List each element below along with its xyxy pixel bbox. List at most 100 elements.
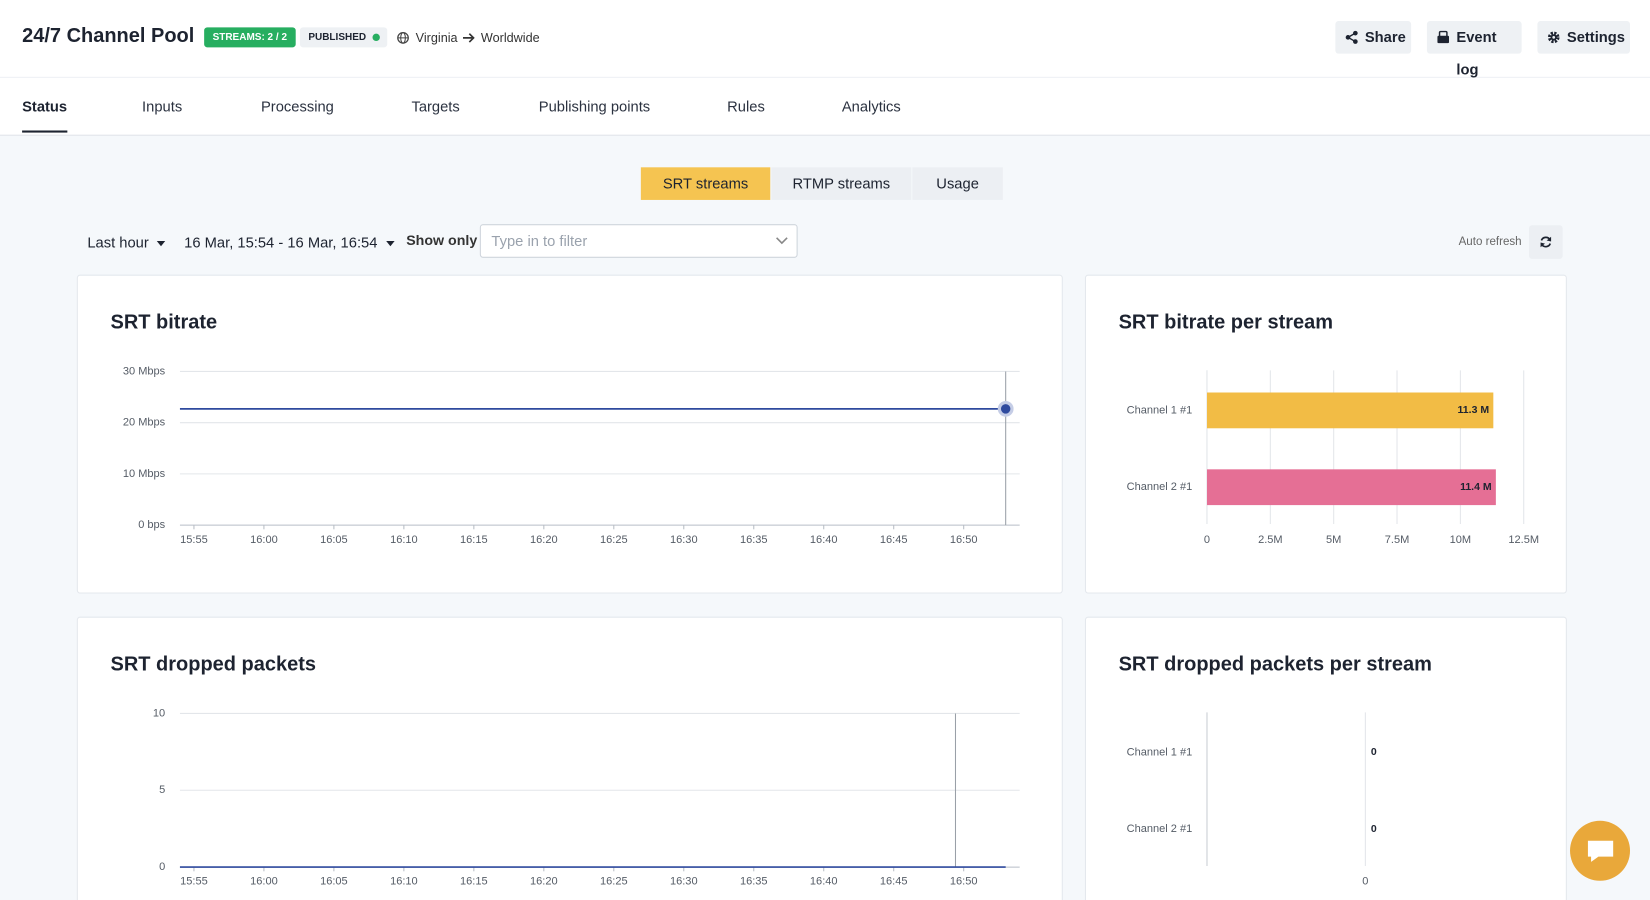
x-tick-label: 0 bbox=[1204, 534, 1210, 546]
subtab[interactable]: RTMP streams bbox=[771, 167, 912, 200]
value-label: 11.4 M bbox=[1460, 481, 1492, 493]
x-tick-label: 16:45 bbox=[880, 534, 908, 546]
tab[interactable]: Status bbox=[22, 97, 68, 133]
refresh-icon bbox=[1540, 236, 1552, 248]
x-tick-label: 16:10 bbox=[390, 876, 418, 888]
tab[interactable]: Rules bbox=[727, 97, 765, 115]
tab[interactable]: Targets bbox=[411, 97, 460, 115]
event-log-button[interactable]: Event log bbox=[1426, 21, 1522, 78]
x-tick-label: 16:05 bbox=[320, 876, 348, 888]
card bbox=[1084, 274, 1567, 594]
published-text: PUBLISHED bbox=[308, 31, 367, 44]
share-button[interactable]: Share bbox=[1335, 21, 1412, 54]
category-label: Channel 1 #1 bbox=[1127, 746, 1193, 758]
card bbox=[76, 616, 1063, 900]
bar bbox=[1206, 469, 1496, 506]
card bbox=[76, 274, 1063, 594]
period-label: 16 Mar, 15:54 - 16 Mar, 16:54 bbox=[184, 233, 378, 251]
pool-title: 24/7 Channel Pool bbox=[22, 25, 195, 48]
arrow-icon bbox=[463, 33, 475, 43]
x-tick-label: 16:30 bbox=[670, 876, 698, 888]
x-tick-label: 0 bbox=[1362, 876, 1368, 888]
value-label: 0 bbox=[1371, 823, 1377, 835]
x-tick-label: 16:50 bbox=[950, 876, 978, 888]
x-tick-label: 16:25 bbox=[600, 534, 628, 546]
x-tick-label: 2.5M bbox=[1258, 534, 1283, 546]
x-tick-label: 16:40 bbox=[810, 876, 838, 888]
category-label: Channel 2 #1 bbox=[1127, 481, 1193, 493]
tab[interactable]: Inputs bbox=[142, 97, 183, 115]
chart-title: SRT dropped packets per stream bbox=[1118, 653, 1432, 676]
x-tick-label: 16:20 bbox=[530, 876, 558, 888]
published-badge: PUBLISHED bbox=[299, 27, 388, 48]
x-tick-label: 16:35 bbox=[740, 534, 768, 546]
tab[interactable]: Publishing points bbox=[538, 97, 651, 115]
subtab[interactable]: SRT streams bbox=[640, 167, 771, 200]
log-icon bbox=[1437, 30, 1450, 44]
tab[interactable]: Processing bbox=[260, 97, 334, 115]
tab[interactable]: Analytics bbox=[841, 97, 901, 115]
x-tick-label: 16:15 bbox=[460, 876, 488, 888]
chat-button[interactable] bbox=[1570, 820, 1631, 881]
category-label: Channel 1 #1 bbox=[1127, 404, 1193, 416]
chevron-icon bbox=[776, 237, 788, 245]
streams-badge: STREAMS: 2 / 2 bbox=[204, 27, 296, 48]
chart-title: SRT bitrate bbox=[110, 311, 218, 334]
globe-icon bbox=[397, 31, 409, 44]
y-tick-label: 5 bbox=[159, 784, 165, 796]
y-tick-label: 20 Mbps bbox=[123, 417, 166, 429]
x-tick-label: 16:10 bbox=[390, 534, 418, 546]
value-label: 11.3 M bbox=[1458, 404, 1490, 416]
x-tick-label: 16:45 bbox=[880, 876, 908, 888]
x-tick-label: 15:55 bbox=[180, 876, 208, 888]
period-select[interactable]: 16 Mar, 15:54 - 16 Mar, 16:54 bbox=[184, 233, 395, 251]
filter-input[interactable]: Type in to filter bbox=[479, 224, 798, 258]
x-tick-label: 5M bbox=[1326, 534, 1341, 546]
x-tick-label: 16:00 bbox=[250, 876, 278, 888]
chat-icon bbox=[1587, 840, 1614, 862]
share-label: Share bbox=[1364, 28, 1406, 46]
y-tick-label: 0 bps bbox=[138, 519, 165, 531]
range-label: Last hour bbox=[87, 233, 149, 251]
filter-placeholder: Type in to filter bbox=[491, 232, 588, 250]
y-tick-label: 30 Mbps bbox=[123, 365, 166, 377]
x-tick-label: 16:30 bbox=[670, 534, 698, 546]
bar bbox=[1206, 392, 1494, 429]
settings-label: Settings bbox=[1566, 28, 1625, 46]
share-icon bbox=[1345, 30, 1358, 44]
y-tick-label: 10 bbox=[153, 707, 165, 719]
event-log-label: Event log bbox=[1456, 28, 1497, 78]
x-tick-label: 16:40 bbox=[810, 534, 838, 546]
gear-icon bbox=[1547, 31, 1560, 44]
x-tick-label: 16:50 bbox=[950, 534, 978, 546]
x-tick-label: 15:55 bbox=[180, 534, 208, 546]
x-tick-label: 16:00 bbox=[250, 534, 278, 546]
refresh-button[interactable] bbox=[1528, 225, 1563, 259]
auto-refresh-label: Auto refresh bbox=[1458, 235, 1522, 249]
x-tick-label: 7.5M bbox=[1385, 534, 1410, 546]
chart-title: SRT bitrate per stream bbox=[1118, 311, 1334, 334]
category-label: Channel 2 #1 bbox=[1127, 823, 1193, 835]
card bbox=[1084, 616, 1567, 900]
y-tick-label: 10 Mbps bbox=[123, 468, 166, 480]
value-label: 0 bbox=[1371, 746, 1377, 758]
x-tick-label: 16:20 bbox=[530, 534, 558, 546]
route-from: Virginia bbox=[415, 30, 458, 46]
x-tick-label: 16:15 bbox=[460, 534, 488, 546]
x-tick-label: 10M bbox=[1450, 534, 1471, 546]
y-tick-label: 0 bbox=[159, 861, 165, 873]
x-tick-label: 16:25 bbox=[600, 876, 628, 888]
range-select[interactable]: Last hour bbox=[87, 233, 166, 251]
x-tick-label: 12.5M bbox=[1508, 534, 1539, 546]
show-only-label: Show only bbox=[406, 232, 478, 249]
subtab[interactable]: Usage bbox=[912, 167, 1003, 200]
route-to: Worldwide bbox=[480, 30, 540, 46]
settings-button[interactable]: Settings bbox=[1537, 21, 1631, 54]
hover-point bbox=[997, 400, 1014, 417]
chart-title: SRT dropped packets bbox=[110, 653, 317, 676]
x-tick-label: 16:35 bbox=[740, 876, 768, 888]
x-tick-label: 16:05 bbox=[320, 534, 348, 546]
